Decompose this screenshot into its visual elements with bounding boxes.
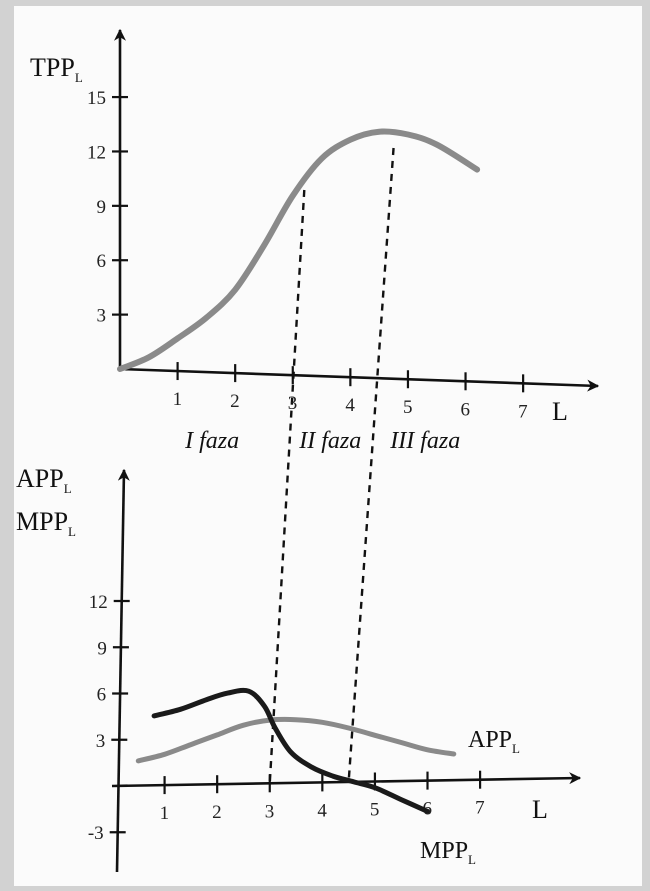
bottom-y-tick-label: -3 [88,823,104,844]
bottom-y-axis [115,468,130,873]
bottom-y-tick-label: 9 [97,638,107,659]
mpp-series-label: MPPL [420,838,476,867]
bottom-x-tick-label: 4 [317,800,327,821]
bottom-x-axis-title: L [532,795,548,824]
top-x-tick-label: 5 [403,397,413,418]
top-y-tick-label: 6 [97,251,107,272]
mpp-curve [151,687,430,814]
top-x-tick-label: 3 [288,393,298,414]
top-x-tick-label: 7 [518,401,528,422]
phase-label: III faza [389,428,460,454]
dashed-guide-phase-2-3 [347,147,395,783]
top-y-tick-label: 12 [87,142,106,163]
top-x-tick-label: 4 [345,395,355,416]
top-x-axis [119,367,600,392]
bottom-y-tick-label: 3 [96,731,106,752]
top-y-tick-label: 3 [97,306,107,327]
phase-label: II faza [298,428,361,454]
bottom-x-tick-label: 1 [160,803,170,824]
bottom-y-axis-title-mpp: MPPL [16,507,76,539]
bottom-x-tick-label: 3 [265,801,275,822]
dashed-guide-phase-1-2 [268,189,306,784]
top-x-axis-title: L [552,397,568,426]
bottom-x-tick-label: 5 [370,800,380,821]
top-y-tick-label: 15 [87,88,106,109]
top-x-tick-label: 1 [173,389,183,410]
tpp-curve [117,128,481,372]
bottom-x-tick-label: 2 [212,802,222,823]
top-x-tick-label: 6 [461,399,471,420]
bottom-y-axis-title-app: APPL [16,464,72,496]
app-series-label: APPL [468,727,520,756]
top-y-axis-title: TPPL [30,53,83,85]
bottom-y-tick-label: 12 [89,592,108,613]
bottom-y-tick-label: 6 [97,685,107,706]
bottom-x-tick-label: 7 [475,798,485,819]
top-x-tick-label: 2 [230,391,240,412]
phase-label: I faza [184,428,239,454]
app-curve [135,716,457,764]
top-y-tick-label: 9 [97,197,107,218]
